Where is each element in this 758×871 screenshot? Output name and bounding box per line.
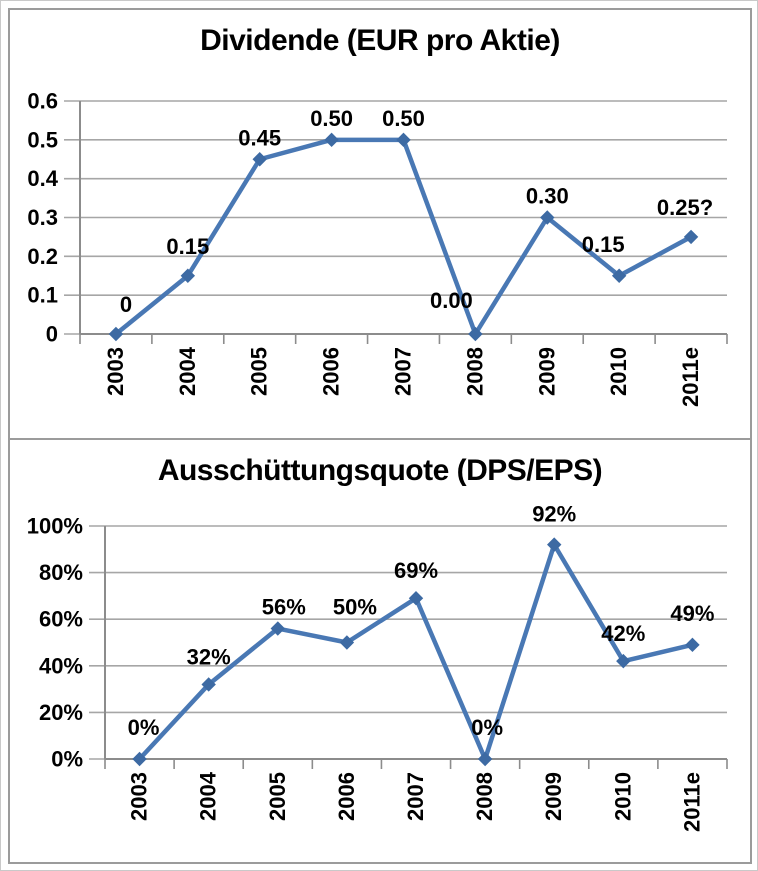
y-axis-tick-label: 80%	[39, 560, 83, 585]
dividend-chart-title: Dividende (EUR pro Aktie)	[200, 24, 560, 57]
y-axis-tick-label: 0.6	[27, 89, 58, 114]
x-axis-category-label: 2005	[247, 347, 272, 396]
x-axis-category-label: 2008	[472, 772, 497, 821]
data-point-marker	[252, 152, 267, 167]
x-axis-category-label: 2010	[606, 347, 631, 396]
x-axis-category-label: 2009	[541, 772, 566, 821]
data-point-label: 56%	[262, 595, 306, 620]
data-point-label: 0.00	[430, 288, 473, 313]
data-point-label: 32%	[187, 644, 231, 669]
data-point-marker	[270, 621, 285, 636]
data-point-label: 42%	[601, 621, 645, 646]
x-axis-category-label: 2004	[196, 771, 221, 821]
data-point-label: 0%	[471, 715, 503, 740]
x-axis-category-label: 2011e	[678, 347, 703, 407]
y-axis-tick-label: 0%	[51, 747, 83, 772]
x-axis-category-label: 2009	[534, 347, 559, 396]
data-point-marker	[611, 268, 627, 283]
y-axis-tick-label: 0.1	[27, 283, 58, 308]
data-point-label: 50%	[333, 595, 377, 620]
x-axis-category-label: 2011e	[679, 772, 704, 832]
x-axis-category-label: 2007	[391, 347, 416, 396]
data-point-label: 92%	[532, 502, 576, 527]
x-axis-category-label: 2005	[265, 772, 290, 821]
data-point-label: 0.50	[310, 106, 353, 131]
data-point-marker	[108, 326, 124, 342]
data-point-marker	[683, 229, 699, 245]
y-axis-tick-label: 0.2	[27, 244, 58, 269]
data-point-label: 69%	[394, 558, 438, 583]
y-axis-tick-label: 20%	[39, 700, 83, 725]
data-point-marker	[324, 132, 339, 148]
data-point-marker	[396, 132, 411, 148]
payout-ratio-chart-panel: Ausschüttungsquote (DPS/EPS) 0% 20% 40% 60%…	[10, 438, 750, 862]
x-axis-category-label: 2004	[175, 346, 200, 396]
y-axis-tick-label: 40%	[39, 653, 83, 678]
payout-ratio-line-chart: 0% 20% 40% 60% 80% 100% 2003 2004 2005 2006 2007 20…	[27, 502, 728, 832]
data-point-label: 0.50	[382, 106, 425, 131]
data-point-marker	[408, 591, 424, 606]
dividend-line-chart: 0 0.1 0.2 0.3 0.4 0.5 0.6 2003 2004 2005 2006 2007 2…	[27, 89, 728, 407]
y-axis-tick-label: 60%	[39, 607, 83, 632]
charts-container: Dividende (EUR pro Aktie) 0 0.1 0.2 0.3 0.4 0…	[8, 8, 752, 864]
data-point-label: 49%	[670, 601, 714, 626]
x-axis-category-label: 2006	[334, 772, 359, 821]
y-axis-tick-label: 100%	[27, 514, 83, 539]
x-axis-category-label: 2003	[103, 347, 128, 396]
data-point-marker	[477, 751, 493, 767]
x-axis-category-label: 2010	[610, 772, 635, 821]
data-point-label: 0.15	[582, 232, 625, 257]
data-point-marker	[180, 268, 196, 283]
data-point-marker	[339, 635, 355, 650]
data-point-label: 0.25?	[657, 195, 713, 220]
data-point-marker	[132, 751, 147, 767]
y-axis-tick-label: 0	[46, 322, 58, 347]
data-point-marker	[547, 537, 562, 552]
data-point-label: 0%	[128, 715, 160, 740]
data-point-label: 0.30	[526, 184, 569, 209]
x-axis-category-label: 2008	[462, 347, 487, 396]
data-point-label: 0.45	[238, 125, 281, 150]
data-point-marker	[616, 653, 631, 669]
data-point-marker	[468, 326, 483, 342]
y-axis-tick-label: 0.3	[27, 205, 58, 230]
data-point-label: 0	[120, 292, 132, 317]
x-axis-category-label: 2007	[403, 772, 428, 821]
data-point-marker	[201, 677, 216, 692]
x-axis-category-label: 2003	[127, 772, 152, 821]
payout-ratio-chart-title: Ausschüttungsquote (DPS/EPS)	[157, 454, 603, 487]
data-point-label: 0.15	[166, 234, 209, 259]
data-point-marker	[685, 637, 700, 653]
y-axis-tick-label: 0.5	[27, 127, 58, 152]
y-axis-tick-label: 0.4	[27, 166, 58, 191]
data-point-marker	[540, 210, 555, 225]
x-axis-category-label: 2006	[319, 347, 344, 396]
dividend-chart-panel: Dividende (EUR pro Aktie) 0 0.1 0.2 0.3 0.4 0…	[10, 10, 750, 438]
